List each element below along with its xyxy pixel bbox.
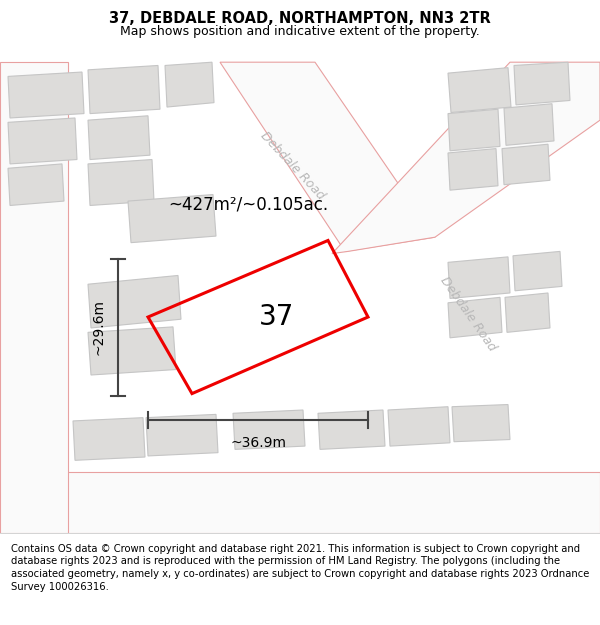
Polygon shape xyxy=(502,144,550,185)
Polygon shape xyxy=(388,407,450,446)
Text: ~36.9m: ~36.9m xyxy=(230,436,286,450)
Polygon shape xyxy=(73,418,145,460)
Text: Contains OS data © Crown copyright and database right 2021. This information is : Contains OS data © Crown copyright and d… xyxy=(11,544,589,592)
Polygon shape xyxy=(514,62,570,105)
Text: Debdale Road: Debdale Road xyxy=(437,274,499,353)
Polygon shape xyxy=(504,104,554,145)
Polygon shape xyxy=(8,118,77,164)
Polygon shape xyxy=(0,62,68,532)
Text: 37: 37 xyxy=(259,303,295,331)
Text: ~29.6m: ~29.6m xyxy=(91,299,105,356)
Polygon shape xyxy=(8,72,84,118)
Text: Map shows position and indicative extent of the property.: Map shows position and indicative extent… xyxy=(120,26,480,39)
Polygon shape xyxy=(448,149,498,190)
Polygon shape xyxy=(8,164,64,206)
Polygon shape xyxy=(88,66,160,114)
Text: Debdale Road: Debdale Road xyxy=(257,129,326,202)
Polygon shape xyxy=(88,159,154,206)
Polygon shape xyxy=(165,62,214,107)
Text: 37, DEBDALE ROAD, NORTHAMPTON, NN3 2TR: 37, DEBDALE ROAD, NORTHAMPTON, NN3 2TR xyxy=(109,11,491,26)
Polygon shape xyxy=(0,472,600,532)
Polygon shape xyxy=(88,327,176,375)
Polygon shape xyxy=(448,109,500,151)
Polygon shape xyxy=(505,293,550,333)
Polygon shape xyxy=(513,251,562,291)
Polygon shape xyxy=(128,194,216,242)
Polygon shape xyxy=(88,116,150,159)
Polygon shape xyxy=(88,276,181,328)
Polygon shape xyxy=(332,62,600,254)
Polygon shape xyxy=(448,298,502,338)
Polygon shape xyxy=(452,404,510,442)
Polygon shape xyxy=(233,410,305,449)
Polygon shape xyxy=(220,62,435,251)
Polygon shape xyxy=(318,410,385,449)
Polygon shape xyxy=(448,257,510,298)
Text: ~427m²/~0.105ac.: ~427m²/~0.105ac. xyxy=(168,196,328,213)
Polygon shape xyxy=(448,68,511,112)
Polygon shape xyxy=(146,414,218,456)
